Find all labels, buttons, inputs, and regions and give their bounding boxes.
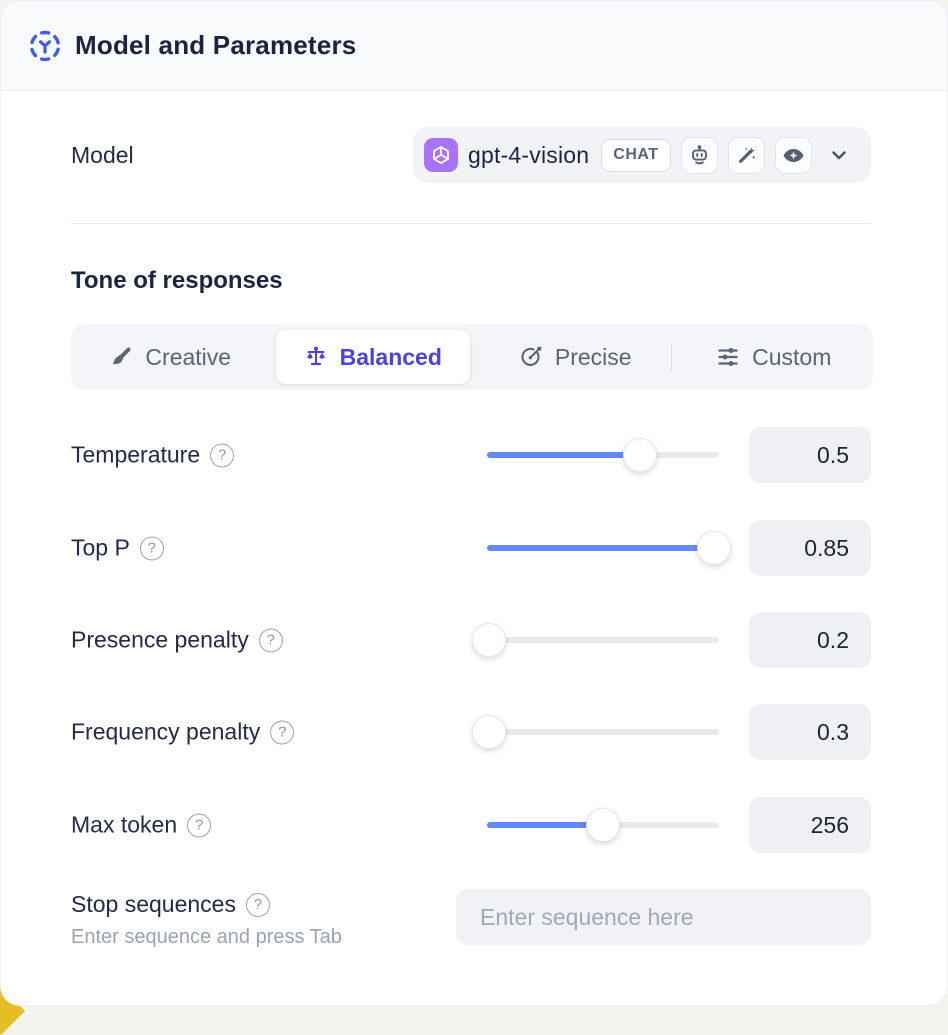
param-label: Top P ?	[71, 535, 164, 562]
param-row-frequency-penalty: Frequency penalty ? 0.3	[1, 704, 947, 760]
help-icon[interactable]: ?	[187, 813, 212, 837]
model-label: Model	[71, 142, 134, 168]
top-p-slider[interactable]	[487, 531, 732, 565]
sliders-icon	[716, 345, 740, 369]
segment-divider	[671, 343, 672, 371]
slider-handle[interactable]	[586, 808, 620, 842]
stop-sequences-hint: Enter sequence and press Tab	[71, 926, 342, 948]
param-row-presence-penalty: Presence penalty ? 0.2	[1, 612, 947, 668]
model-type-badge: CHAT	[601, 138, 671, 172]
tone-segmented-control: Creative Balanced	[71, 324, 873, 390]
model-hub-icon	[27, 28, 63, 64]
frequency-penalty-value[interactable]: 0.3	[749, 704, 871, 760]
param-label: Presence penalty ?	[71, 627, 283, 654]
tab-label: Custom	[752, 343, 832, 370]
paintbrush-icon	[109, 345, 133, 369]
help-icon[interactable]: ?	[258, 628, 283, 652]
magic-wand-icon	[727, 136, 765, 174]
model-select-dropdown[interactable]: gpt-4-vision CHAT	[413, 127, 871, 183]
tab-precise[interactable]: Precise	[478, 330, 673, 384]
max-token-slider[interactable]	[487, 808, 719, 842]
param-row-temperature: Temperature ? 0.5	[1, 427, 947, 483]
target-arrow-icon	[519, 345, 543, 369]
tab-balanced[interactable]: Balanced	[275, 330, 470, 384]
help-icon[interactable]: ?	[139, 536, 164, 560]
slider-fill	[487, 545, 715, 551]
model-name: gpt-4-vision	[468, 141, 590, 168]
presence-penalty-slider[interactable]	[472, 623, 719, 657]
stop-sequences-block: Stop sequences ? Enter sequence and pres…	[71, 891, 342, 949]
param-label: Max token ?	[71, 812, 212, 839]
temperature-value[interactable]: 0.5	[749, 427, 871, 483]
frequency-penalty-slider[interactable]	[472, 715, 719, 749]
presence-penalty-value[interactable]: 0.2	[749, 612, 871, 668]
slider-handle[interactable]	[472, 623, 507, 657]
param-row-max-token: Max token ? 256	[1, 797, 947, 853]
openai-icon	[424, 138, 458, 172]
slider-handle[interactable]	[472, 715, 507, 749]
tab-label: Creative	[145, 343, 232, 370]
param-label: Temperature ?	[71, 442, 235, 469]
max-token-value[interactable]: 256	[749, 797, 871, 853]
param-label: Frequency penalty ?	[71, 719, 295, 746]
help-icon[interactable]: ?	[245, 892, 270, 917]
section-divider	[71, 223, 871, 224]
tone-heading: Tone of responses	[71, 267, 283, 294]
slider-handle[interactable]	[623, 438, 658, 472]
top-p-value[interactable]: 0.85	[749, 520, 871, 576]
model-parameters-panel: Model and Parameters Model gpt-4-vision …	[0, 0, 948, 1006]
stop-sequences-label: Stop sequences ?	[71, 891, 342, 918]
panel-header: Model and Parameters	[1, 1, 947, 91]
tab-label: Precise	[554, 343, 632, 370]
param-row-top-p: Top P ? 0.85	[1, 520, 947, 576]
panel-title: Model and Parameters	[75, 30, 357, 60]
temperature-slider[interactable]	[487, 438, 719, 472]
help-icon[interactable]: ?	[210, 443, 235, 467]
robot-icon	[680, 136, 718, 174]
tab-creative[interactable]: Creative	[73, 330, 268, 384]
help-icon[interactable]: ?	[270, 720, 295, 744]
slider-handle[interactable]	[697, 531, 732, 565]
chevron-down-icon	[828, 144, 850, 166]
tab-custom[interactable]: Custom	[677, 330, 872, 384]
vision-eye-icon	[774, 136, 812, 174]
slider-fill	[487, 822, 603, 828]
tab-label: Balanced	[339, 343, 442, 370]
slider-fill	[487, 452, 641, 458]
balance-scale-icon	[304, 345, 328, 369]
stop-sequence-input[interactable]	[456, 889, 871, 945]
